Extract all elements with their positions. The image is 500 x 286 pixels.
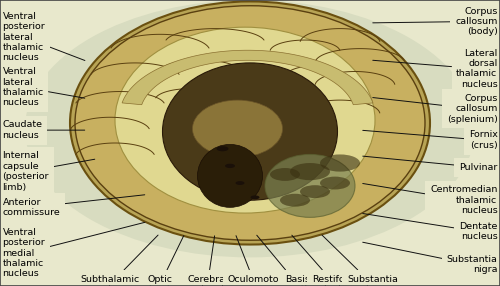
Text: Substantia
nigra: Substantia nigra (362, 242, 498, 274)
Text: Corpus
callosum
(splenium): Corpus callosum (splenium) (373, 94, 498, 124)
Text: Lateral
dorsal
thalamic
nucleus: Lateral dorsal thalamic nucleus (373, 49, 498, 89)
Ellipse shape (115, 27, 375, 213)
Ellipse shape (280, 194, 310, 206)
Text: Caudate
nucleus: Caudate nucleus (2, 120, 84, 140)
Ellipse shape (225, 164, 235, 168)
Ellipse shape (250, 195, 260, 199)
Text: Subthalamic
nucleus: Subthalamic nucleus (80, 235, 158, 286)
Text: Centromedian
thalamic
nucleus: Centromedian thalamic nucleus (362, 184, 498, 215)
Text: Ventral
posterior
lateral
thalamic
nucleus: Ventral posterior lateral thalamic nucle… (2, 12, 85, 62)
Ellipse shape (162, 63, 338, 200)
Text: Dentate
nucleus: Dentate nucleus (362, 214, 498, 241)
Ellipse shape (198, 144, 262, 207)
Text: Pulvinar: Pulvinar (363, 156, 498, 172)
Ellipse shape (25, 0, 475, 257)
Text: Restiform
body: Restiform body (292, 235, 358, 286)
Ellipse shape (300, 185, 330, 198)
Ellipse shape (236, 181, 244, 185)
Text: Ventral
posterior
medial
thalamic
nucleus: Ventral posterior medial thalamic nucleu… (2, 222, 145, 278)
Ellipse shape (265, 154, 355, 217)
Text: Anterior
commissure: Anterior commissure (2, 195, 144, 217)
Ellipse shape (216, 146, 228, 151)
Text: Corpus
callosum
(body): Corpus callosum (body) (373, 7, 498, 36)
Ellipse shape (270, 168, 300, 181)
Ellipse shape (320, 154, 360, 172)
Ellipse shape (290, 163, 330, 180)
Ellipse shape (192, 100, 282, 157)
Ellipse shape (75, 6, 425, 240)
Ellipse shape (70, 1, 430, 245)
Text: Ventral
lateral
thalamic
nucleus: Ventral lateral thalamic nucleus (2, 67, 85, 107)
Text: Substantia
nigra: Substantia nigra (322, 235, 398, 286)
Text: Basis
pontis: Basis pontis (257, 235, 312, 286)
Text: Fornix
(crus): Fornix (crus) (363, 130, 498, 150)
Polygon shape (122, 50, 373, 105)
Ellipse shape (320, 176, 350, 190)
Text: Oculomotor
nerve: Oculomotor nerve (227, 236, 283, 286)
Text: Internal
capsule
(posterior
limb): Internal capsule (posterior limb) (2, 152, 95, 192)
Text: Optic
tract: Optic tract (148, 236, 184, 286)
Text: Cerebral
peduncle: Cerebral peduncle (186, 236, 230, 286)
